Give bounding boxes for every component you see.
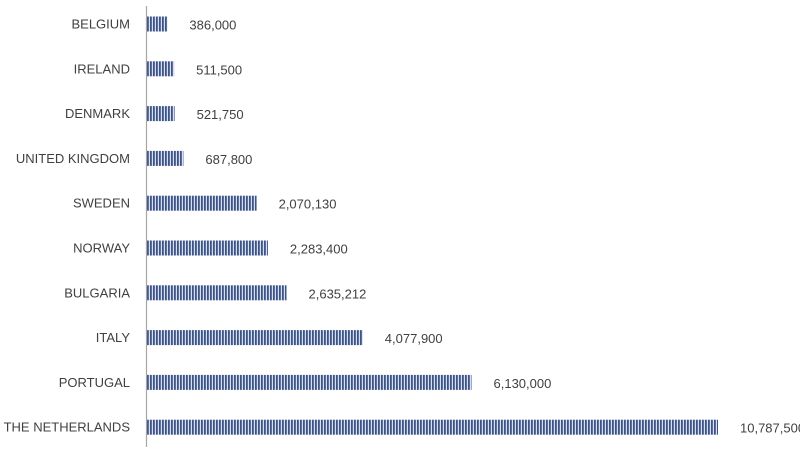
data-label: 386,000 [189,18,236,33]
category-label: BULGARIA [64,285,130,300]
data-label: 10,787,500 [740,421,800,436]
data-label: 4,077,900 [385,331,443,346]
bar-denmark [147,106,175,122]
bar-norway [147,240,268,256]
category-label: SWEDEN [73,196,130,211]
bar-ireland [147,61,175,77]
data-label: 2,070,130 [279,197,337,212]
bar-italy [147,330,363,346]
category-label: UNITED KINGDOM [16,151,130,166]
bar-sweden [147,195,257,211]
data-label: 687,800 [205,152,252,167]
category-label: DENMARK [65,106,130,121]
data-label: 6,130,000 [494,376,552,391]
category-label: NORWAY [73,241,130,256]
category-label: ITALY [96,330,131,345]
category-label: BELGIUM [71,17,130,32]
bar-united-kingdom [147,150,184,166]
category-label: IRELAND [74,61,130,76]
data-label: 521,750 [197,107,244,122]
bar-belgium [147,16,168,32]
bar-bulgaria [147,285,287,301]
bar-the-netherlands [147,419,718,435]
data-label: 511,500 [196,62,242,77]
category-label: PORTUGAL [59,375,130,390]
category-label: THE NETHERLANDS [4,420,131,435]
data-label: 2,283,400 [290,242,348,257]
bars-group [147,16,718,435]
labels-group: BELGIUM 386,000 IRELAND 511,500 DENMARK 521,7… [4,17,800,436]
bar-portugal [147,374,472,390]
data-label: 2,635,212 [309,286,367,301]
